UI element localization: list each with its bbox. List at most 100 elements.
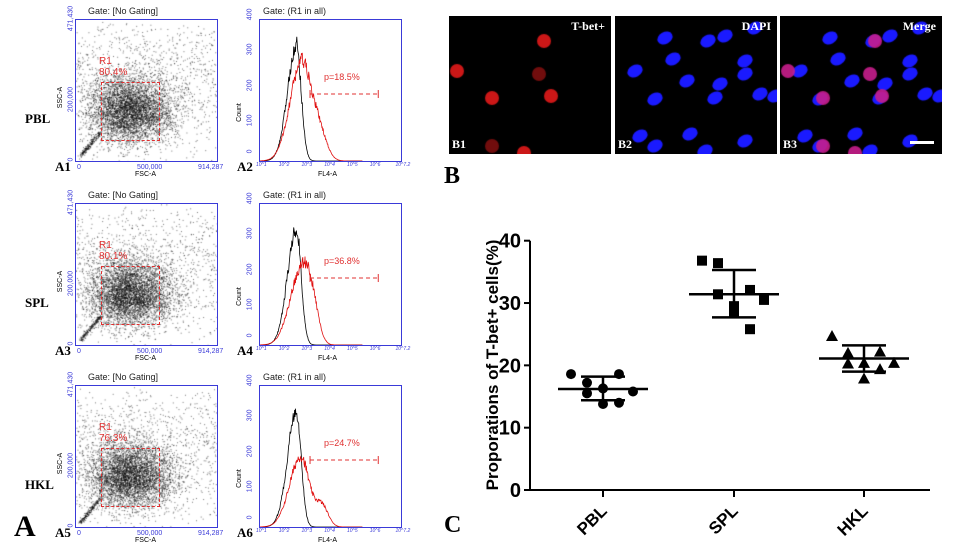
- subpanel-label: A4: [237, 343, 253, 358]
- sample-label: SPL: [25, 295, 49, 310]
- y-tick-label: 20: [499, 355, 521, 377]
- panel-a-label: A: [14, 510, 36, 543]
- micrograph-id: B2: [618, 137, 633, 151]
- hist-ylabel: Count: [235, 287, 243, 306]
- hist-xtick: 10^2: [278, 346, 290, 352]
- micrograph-id: B3: [783, 137, 798, 151]
- hist-gate-label: Gate: (R1 in all): [263, 372, 327, 382]
- hist-ytick: 400: [246, 374, 254, 387]
- micrograph-b1: T-bet+ B1: [449, 16, 611, 154]
- y-tick-label: 40: [499, 231, 521, 253]
- scatter-xlabel: FSC-A: [135, 171, 156, 178]
- hist-gate-label: Gate: (R1 in all): [263, 190, 327, 200]
- hist-ytick: 200: [246, 445, 254, 457]
- data-point: [759, 294, 769, 305]
- scatter-ytick: 471,430: [67, 189, 75, 216]
- hist-ytick: 300: [246, 409, 254, 422]
- scale-bar: [910, 141, 934, 144]
- x-tick-label: SPL: [705, 501, 742, 538]
- series-hkl: [819, 330, 909, 384]
- hist-xtick: 10^5: [346, 162, 358, 168]
- control-histogram-line: [260, 36, 363, 162]
- hist-xtick: 10^1: [256, 162, 267, 168]
- hist-xtick: 10^4: [324, 346, 335, 352]
- scatter-dots: [76, 204, 217, 345]
- hist-xtick: 10^3: [301, 528, 313, 534]
- hist-gate-label: Gate: (R1 in all): [263, 6, 327, 16]
- x-tick-label: HKL: [834, 501, 872, 539]
- scatter-xlabel: FSC-A: [135, 355, 156, 362]
- hist-xlabel: FL4-A: [318, 171, 338, 178]
- hist-xtick: 10^5: [346, 346, 358, 352]
- scatter-xtick: 500,000: [137, 348, 163, 355]
- hist-ytick: 200: [246, 263, 254, 275]
- stained-histogram-line: [260, 52, 363, 162]
- hist-ytick: 300: [246, 43, 254, 56]
- data-point: [713, 258, 723, 269]
- region-name: R1: [99, 56, 112, 67]
- panel-b-label: B: [444, 163, 461, 189]
- scatter-xtick: 500,000: [137, 530, 163, 537]
- region-percent: 80.1%: [99, 251, 128, 262]
- hist-xtick: 10^7.2: [395, 528, 411, 534]
- subpanel-label: A2: [237, 159, 253, 174]
- micrograph-title: Merge: [902, 19, 936, 33]
- series-spl: [689, 255, 779, 335]
- micrograph-title: DAPI: [741, 19, 771, 33]
- sample-label: HKL: [25, 477, 54, 492]
- hist-ytick: 400: [246, 8, 254, 21]
- scatter-gate-label: Gate: [No Gating]: [88, 190, 159, 200]
- micrograph-b3: Merge B3: [780, 16, 942, 154]
- scatter-plot: R1 76.3%: [75, 385, 218, 528]
- region-r1-gate[interactable]: [101, 82, 160, 141]
- scatter-xlabel: FSC-A: [135, 537, 156, 544]
- scatter-xtick: 0: [77, 348, 81, 355]
- series-pbl: [558, 369, 648, 409]
- subpanel-label: A5: [55, 525, 71, 540]
- subpanel-label: A6: [237, 525, 253, 540]
- micrograph-id: B1: [452, 137, 467, 151]
- y-tick-label: 30: [499, 293, 521, 315]
- hist-xtick: 10^7.2: [395, 162, 411, 168]
- scatter-gate-label: Gate: [No Gating]: [88, 6, 159, 16]
- histogram-plot: p=18.5%: [259, 19, 402, 162]
- data-point: [874, 345, 886, 357]
- y-axis-label: Proporations of T-bet+ cells(%): [483, 240, 502, 491]
- hist-xtick: 10^5: [346, 528, 358, 534]
- hist-ytick: 300: [246, 227, 254, 240]
- scatter-ytick: 471,430: [67, 371, 75, 398]
- region-name: R1: [99, 422, 112, 433]
- scatter-ylabel: SSC-A: [57, 452, 65, 475]
- scatter-ytick: 200,000: [67, 452, 75, 479]
- hist-xtick: 10^6: [369, 528, 381, 534]
- hist-xtick: 10^1: [256, 346, 267, 352]
- hist-xtick: 10^6: [369, 346, 381, 352]
- scatter-gate-label: Gate: [No Gating]: [88, 372, 159, 382]
- hist-ytick: 100: [246, 114, 254, 126]
- hist-xtick: 10^7.2: [395, 346, 411, 352]
- region-r1-gate[interactable]: [101, 266, 160, 325]
- scatter-dots: [76, 20, 217, 161]
- region-name: R1: [99, 240, 112, 251]
- scatter-plot: R1 80.1%: [75, 203, 218, 346]
- control-histogram-line: [260, 227, 363, 346]
- hist-ytick: 200: [246, 79, 254, 91]
- region-r1-gate[interactable]: [101, 448, 160, 507]
- data-point: [826, 330, 838, 342]
- hist-ytick: 100: [246, 480, 254, 492]
- data-point: [697, 255, 707, 266]
- x-tick-label: PBL: [573, 501, 610, 538]
- scatter-plot: R1 80.4%: [75, 19, 218, 162]
- scatter-xtick: 500,000: [137, 164, 163, 171]
- region-percent: 76.3%: [99, 433, 128, 444]
- scatter-xtick: 914,287: [198, 164, 224, 171]
- histogram-plot: p=36.8%: [259, 203, 402, 346]
- scatter-xtick: 0: [77, 530, 81, 537]
- hist-xlabel: FL4-A: [318, 537, 338, 544]
- scatter-ylabel: SSC-A: [57, 270, 65, 293]
- y-tick-label: 10: [499, 418, 521, 440]
- control-histogram-line: [260, 408, 363, 528]
- micrograph-title: T-bet+: [571, 19, 605, 33]
